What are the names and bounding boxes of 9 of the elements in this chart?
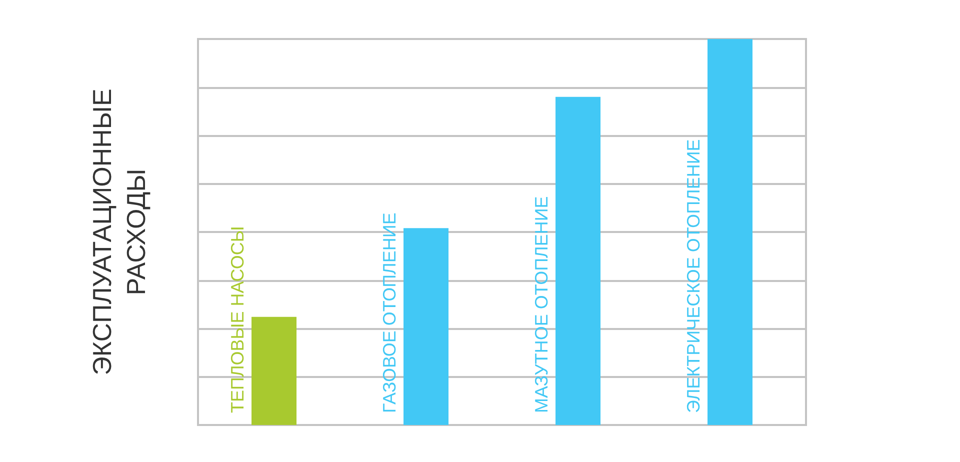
bar [404,228,448,425]
bar [556,96,600,425]
y-axis-title: ЭКСПЛУАТАЦИОННЫЕ РАСХОДЫ [87,88,151,376]
x-tick-label: ЭЛЕКТРИЧЕСКОЕ ОТОПЛЕНИЕ [684,139,704,413]
bar [252,316,296,425]
bar [708,39,752,425]
x-tick-label: ГАЗОВОЕ ОТОПЛЕНИЕ [380,212,400,413]
x-tick-label: МАЗУТНОЕ ОТОПЛЕНИЕ [532,196,552,413]
x-tick-label: ТЕПЛОВЫЕ НАСОСЫ [228,226,248,413]
